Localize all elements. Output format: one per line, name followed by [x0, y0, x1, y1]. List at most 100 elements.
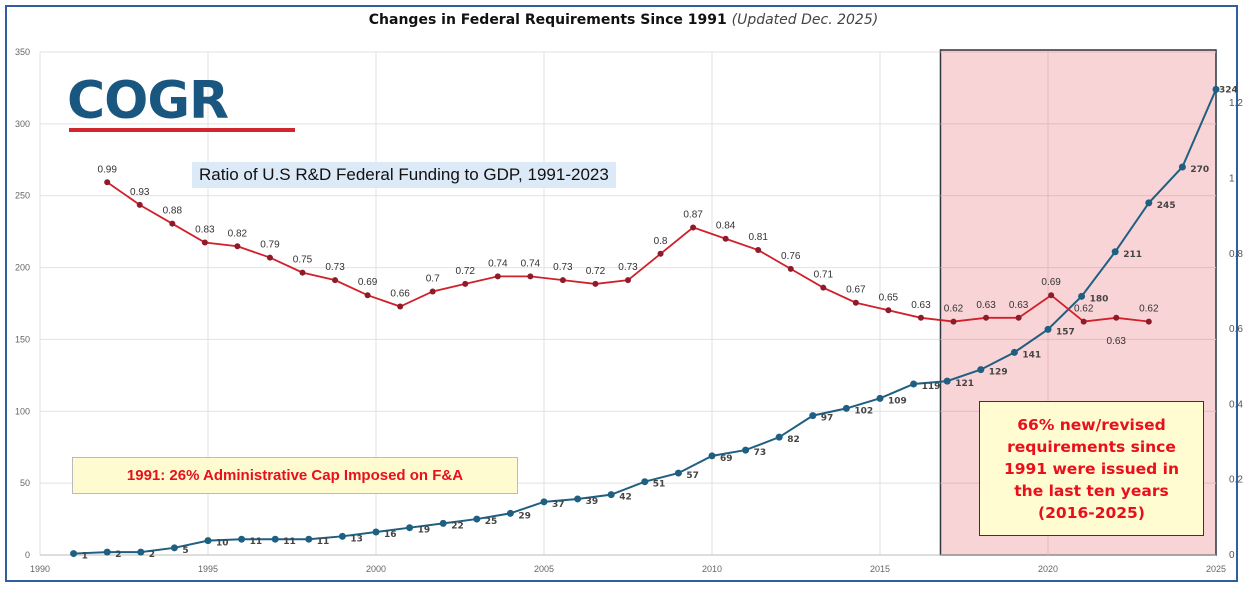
ratio-point — [494, 273, 501, 280]
requirements-data-label: 10 — [216, 539, 229, 549]
requirements-point — [775, 433, 783, 441]
requirements-data-label: 109 — [888, 396, 907, 406]
requirements-point — [742, 446, 750, 454]
requirements-data-label: 2 — [115, 550, 121, 560]
ratio-point — [234, 243, 241, 250]
y2-tick-label: 1 — [1229, 174, 1235, 185]
requirements-data-label: 11 — [250, 537, 263, 547]
ratio-data-label: 0.93 — [130, 187, 150, 198]
ratio-point — [917, 314, 924, 321]
ratio-data-label: 0.73 — [553, 262, 573, 273]
ratio-point — [625, 277, 631, 284]
ratio-data-label: 0.63 — [1009, 300, 1029, 311]
ratio-data-label: 0.67 — [846, 285, 866, 296]
ratio-data-label: 0.73 — [618, 262, 638, 273]
cap-annotation: 1991: 26% Administrative Cap Imposed on … — [72, 457, 518, 494]
requirements-data-label: 29 — [518, 511, 531, 521]
ratio-point — [657, 250, 664, 257]
x-tick-label: 2015 — [870, 564, 890, 574]
y-tick-label: 150 — [15, 334, 30, 344]
x-tick-label: 2010 — [702, 564, 722, 574]
ratio-data-label: 0.66 — [390, 289, 410, 300]
ratio-point — [527, 273, 534, 280]
requirements-point — [473, 515, 481, 523]
ratio-point — [1145, 318, 1152, 325]
ten-year-annotation: 66% new/revised requirements since 1991 … — [979, 401, 1204, 536]
requirements-data-label: 141 — [1022, 350, 1041, 360]
requirements-data-label: 82 — [787, 435, 800, 445]
y2-tick-label: 1.2 — [1229, 98, 1243, 109]
requirements-point — [943, 377, 951, 385]
requirements-data-label: 180 — [1090, 294, 1109, 304]
requirements-data-label: 37 — [552, 500, 565, 510]
ratio-point — [690, 224, 697, 231]
requirements-point — [607, 491, 615, 499]
note-line: (2016-2025) — [1038, 503, 1145, 522]
ratio-data-label: 0.73 — [325, 262, 345, 273]
requirements-point — [170, 544, 178, 552]
requirements-point — [406, 524, 414, 532]
ratio-data-label: 0.88 — [163, 206, 183, 217]
requirements-data-label: 16 — [384, 530, 397, 540]
requirements-data-label: 69 — [720, 454, 733, 464]
requirements-data-label: 324 — [1219, 85, 1238, 95]
y-tick-label: 100 — [15, 406, 30, 416]
ratio-data-label: 0.75 — [293, 255, 313, 266]
ratio-point — [950, 318, 957, 325]
ratio-data-label: 0.8 — [654, 236, 668, 247]
requirements-point — [137, 548, 145, 556]
requirements-data-label: 157 — [1056, 327, 1075, 337]
requirements-point — [305, 535, 313, 543]
requirements-data-label: 51 — [653, 480, 666, 490]
ratio-point — [1080, 318, 1087, 325]
ratio-data-label: 0.74 — [521, 258, 541, 269]
title-note: (Updated Dec. 2025) — [731, 12, 879, 28]
y-tick-label: 350 — [15, 47, 30, 57]
requirements-data-label: 22 — [451, 521, 464, 531]
chart-frame — [5, 5, 1238, 582]
ratio-point — [462, 280, 469, 287]
ratio-data-label: 0.62 — [1139, 304, 1159, 315]
requirements-data-label: 5 — [182, 546, 188, 556]
ratio-point — [169, 220, 176, 227]
ratio-data-label: 0.76 — [781, 251, 801, 262]
note-line: the last ten years — [1014, 481, 1169, 500]
title-text: Changes in Federal Requirements Since 19… — [368, 12, 727, 28]
ratio-series-title: Ratio of U.S R&D Federal Funding to GDP,… — [192, 162, 616, 188]
ratio-data-label: 0.83 — [195, 225, 215, 236]
requirements-data-label: 11 — [317, 537, 330, 547]
requirements-point — [641, 478, 649, 486]
cogr-logo: COGR — [67, 75, 295, 133]
y2-tick-label: 0.8 — [1229, 249, 1243, 260]
note-line: 1991 were issued in — [1003, 459, 1180, 478]
requirements-point — [1010, 348, 1018, 356]
requirements-point — [674, 469, 682, 477]
requirements-point — [372, 528, 380, 536]
ratio-point — [592, 280, 599, 287]
ratio-data-label: 0.71 — [814, 270, 834, 281]
requirements-data-label: 97 — [821, 414, 834, 424]
requirements-point — [1178, 163, 1186, 171]
requirements-point — [977, 366, 985, 374]
ratio-point — [559, 277, 566, 284]
ratio-data-label: 0.82 — [228, 228, 248, 239]
requirements-data-label: 2 — [149, 550, 155, 560]
requirements-point — [809, 412, 817, 420]
requirements-data-label: 19 — [418, 526, 431, 536]
ratio-point — [1015, 314, 1022, 321]
ratio-point — [983, 314, 990, 321]
ratio-data-label: 0.7 — [426, 273, 440, 284]
requirements-point — [103, 548, 111, 556]
ratio-data-label: 0.72 — [586, 266, 606, 277]
requirements-point — [204, 537, 212, 545]
ratio-point — [820, 284, 827, 291]
ratio-data-label: 0.72 — [456, 266, 476, 277]
requirements-data-label: 11 — [283, 537, 296, 547]
requirements-point — [1145, 199, 1153, 207]
y-tick-label: 200 — [15, 263, 30, 273]
ratio-data-label: 0.87 — [683, 209, 703, 220]
ratio-point — [397, 303, 404, 310]
requirements-point — [708, 452, 716, 460]
requirements-point — [70, 550, 78, 558]
requirements-point — [1044, 325, 1052, 333]
